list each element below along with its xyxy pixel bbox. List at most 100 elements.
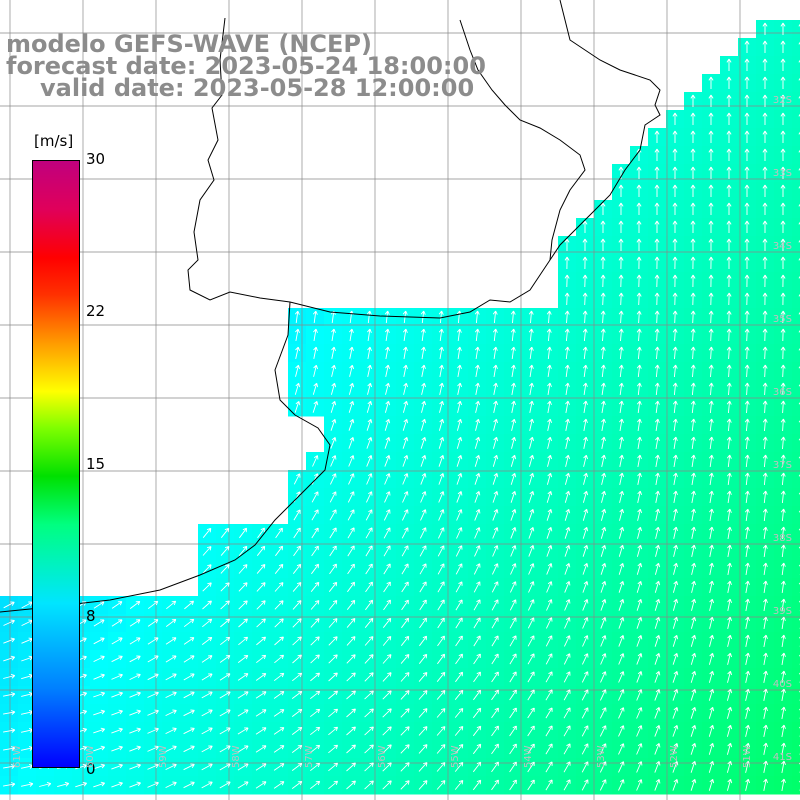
wind-arrow <box>292 618 302 628</box>
wind-arrow <box>456 418 463 431</box>
wind-arrow <box>600 382 606 395</box>
wind-arrow <box>457 400 463 413</box>
wind-arrow <box>472 707 482 719</box>
wind-arrow <box>385 364 391 377</box>
wind-arrow <box>165 745 177 753</box>
wind-arrow <box>762 238 768 251</box>
wind-arrow <box>563 707 571 719</box>
wind-arrow <box>310 744 321 754</box>
wind-arrow <box>383 563 391 575</box>
wind-arrow <box>437 617 445 629</box>
wind-arrow <box>346 780 356 790</box>
wind-arrow <box>744 526 750 539</box>
wind-arrow <box>510 472 517 485</box>
wind-arrow <box>527 725 535 737</box>
wind-arrow <box>364 762 374 772</box>
wind-arrow <box>3 655 16 662</box>
wind-arrow <box>474 310 480 324</box>
wind-arrow <box>237 745 249 753</box>
wind-arrow <box>348 400 355 413</box>
wind-arrow <box>672 418 678 431</box>
coastline-brazil <box>549 0 661 261</box>
wind-arrow <box>400 635 410 646</box>
wind-arrow <box>400 690 410 700</box>
wind-arrow <box>402 455 409 467</box>
wind-arrow <box>672 256 678 270</box>
wind-arrow <box>438 473 445 485</box>
wind-arrow <box>655 526 661 539</box>
wind-arrow <box>439 346 444 359</box>
wind-arrow <box>311 491 319 503</box>
wind-arrow <box>201 745 213 753</box>
wind-arrow <box>456 473 463 485</box>
wind-arrow <box>762 562 768 575</box>
wind-arrow <box>762 400 768 414</box>
wind-arrow <box>798 365 800 369</box>
wind-arrow <box>401 545 409 557</box>
wind-arrow <box>382 654 392 664</box>
wind-arrow <box>402 436 409 449</box>
wind-arrow <box>600 346 606 360</box>
wind-arrow <box>636 580 643 593</box>
wind-arrow <box>582 310 588 324</box>
wind-arrow <box>708 652 715 665</box>
wind-arrow <box>564 599 571 611</box>
wind-speed-cell <box>792 110 800 129</box>
wind-arrow <box>745 724 751 737</box>
wind-arrow <box>237 763 249 771</box>
wind-arrow <box>763 778 769 791</box>
wind-arrow <box>273 727 285 735</box>
wind-arrow <box>401 599 409 611</box>
wind-arrow <box>708 400 714 414</box>
wind-arrow <box>346 762 356 772</box>
wind-arrow <box>599 707 607 719</box>
wind-arrow <box>781 634 786 647</box>
wind-arrow <box>726 328 732 342</box>
wind-arrow <box>418 780 428 790</box>
wind-arrow <box>744 274 750 288</box>
wind-arrow <box>763 760 769 773</box>
wind-arrow <box>275 527 283 539</box>
wind-arrow <box>564 364 570 377</box>
wind-arrow <box>510 310 516 324</box>
wind-arrow <box>599 779 607 791</box>
wind-vectors <box>3 22 800 791</box>
wind-arrow <box>473 635 481 647</box>
wind-arrow <box>546 328 552 342</box>
wind-arrow <box>330 400 337 413</box>
wind-arrow <box>364 726 374 736</box>
wind-arrow <box>491 743 499 755</box>
wind-arrow <box>312 310 318 323</box>
wind-arrow <box>419 599 427 611</box>
wind-speed-cell <box>792 200 800 219</box>
wind-arrow <box>780 202 786 215</box>
wind-arrow <box>527 689 535 701</box>
wind-arrow <box>726 742 733 755</box>
wind-arrow <box>546 526 553 539</box>
wind-arrow <box>708 220 714 233</box>
wind-arrow <box>382 780 392 790</box>
wind-arrow <box>726 76 732 89</box>
wind-arrow <box>491 599 499 611</box>
wind-arrow <box>726 184 732 197</box>
wind-speed-cell <box>792 614 800 633</box>
wind-arrow <box>636 364 642 378</box>
wind-arrow <box>527 635 535 647</box>
wind-arrow <box>672 364 678 378</box>
wind-arrow <box>367 346 372 359</box>
wind-arrow <box>367 328 372 341</box>
wind-arrow <box>600 671 607 683</box>
wind-speed-cell <box>792 128 800 147</box>
wind-arrow <box>545 707 553 719</box>
wind-arrow <box>312 382 319 395</box>
wind-arrow <box>762 166 768 179</box>
wind-arrow <box>527 779 535 791</box>
wind-arrow <box>780 616 786 629</box>
wind-speed-cell <box>792 524 800 543</box>
wind-arrow <box>509 779 517 791</box>
wind-arrow <box>310 708 321 718</box>
wind-arrow <box>744 184 750 197</box>
wind-arrow <box>726 382 732 396</box>
wind-arrow <box>474 545 481 557</box>
wind-arrow <box>780 220 786 233</box>
